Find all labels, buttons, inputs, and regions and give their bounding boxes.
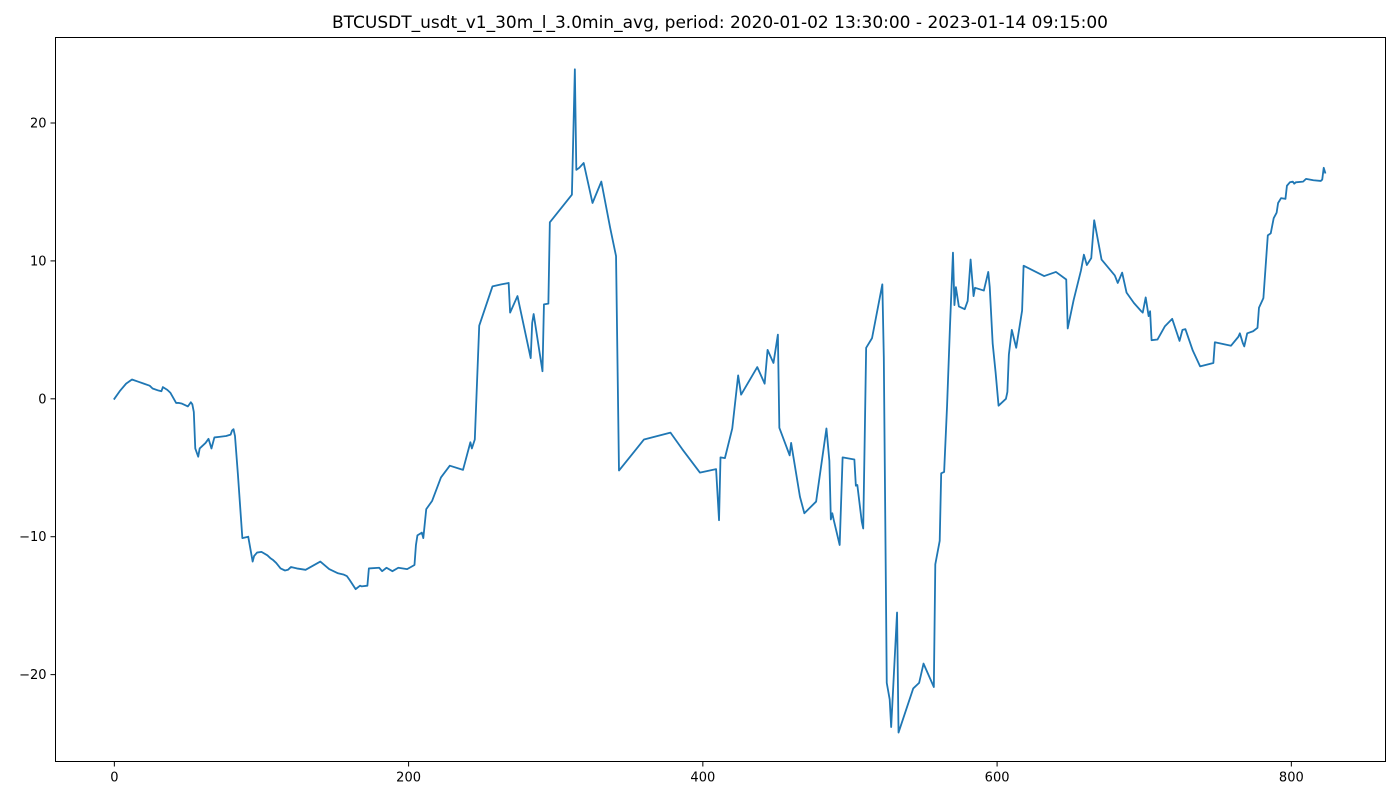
x-tick-label: 600 xyxy=(985,771,1010,786)
series-line-0 xyxy=(113,68,1327,734)
x-tick-label: 800 xyxy=(1279,771,1304,786)
chart-title: BTCUSDT_usdt_v1_30m_l_3.0min_avg, period… xyxy=(332,13,1108,33)
y-tick-label: −20 xyxy=(19,668,46,683)
y-tick-label: 10 xyxy=(30,254,47,269)
x-axis: 0 200 400 600 800 xyxy=(110,761,1304,786)
y-tick-label: 20 xyxy=(30,117,47,132)
y-tick-label: −10 xyxy=(19,530,46,545)
x-tick-label: 200 xyxy=(396,771,421,786)
plot-area-frame xyxy=(55,37,1386,762)
y-axis: −20 −10 0 10 20 xyxy=(19,117,56,683)
y-tick-label: 0 xyxy=(38,392,46,407)
x-tick-label: 0 xyxy=(110,771,118,786)
series-layer xyxy=(113,68,1327,734)
x-tick-label: 400 xyxy=(690,771,715,786)
